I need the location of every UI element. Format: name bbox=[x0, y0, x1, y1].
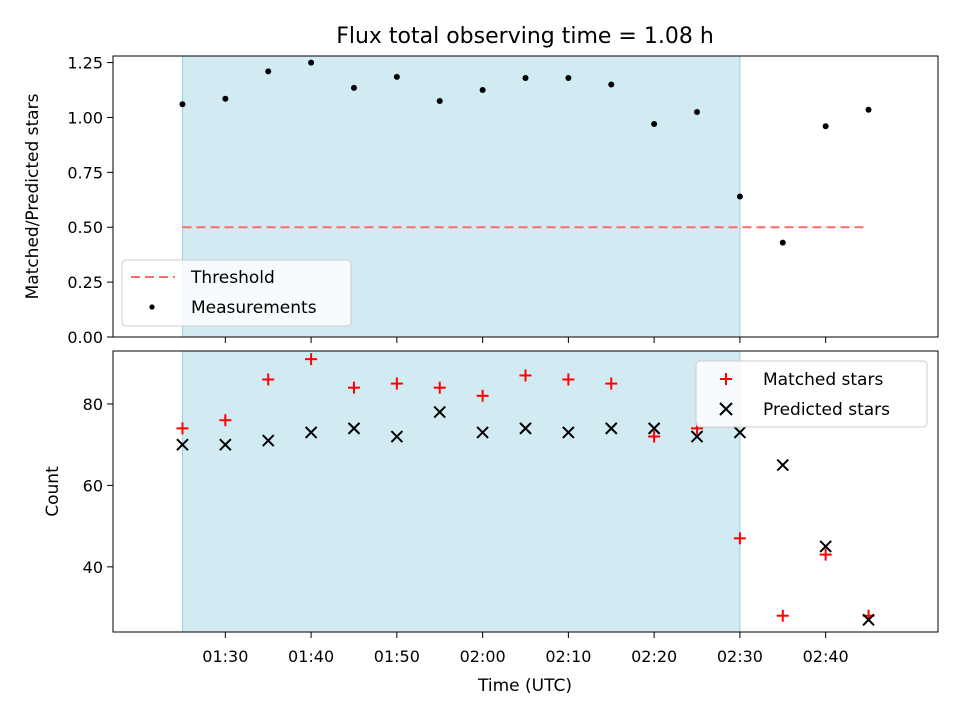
predicted-star-point bbox=[862, 613, 875, 626]
matched-star-point bbox=[819, 548, 832, 561]
count-xtick-label: 02:00 bbox=[460, 647, 506, 666]
legend-matched-swatch bbox=[720, 373, 732, 385]
matched-star-point bbox=[776, 609, 789, 622]
matched-star-point bbox=[476, 389, 489, 402]
ratio-panel: 0.00 0.25 0.50 0.75 1.00 1.25 Matched/Predict… bbox=[23, 54, 939, 347]
ratio-ytick-label: 1.25 bbox=[67, 54, 103, 73]
measurement-points bbox=[179, 59, 872, 246]
x-axis-label: Time (UTC) bbox=[477, 676, 572, 696]
measurement-point bbox=[694, 108, 701, 115]
measurement-point bbox=[522, 74, 529, 81]
measurement-point bbox=[865, 106, 872, 113]
matched-star-point bbox=[648, 430, 661, 443]
count-xtick-label: 01:40 bbox=[288, 647, 334, 666]
count-panel: 40 60 80 01:30 01:40 01:50 02:00 02:10 02:20 02:… bbox=[43, 350, 939, 696]
measurement-point bbox=[479, 87, 486, 94]
count-legend: Matched stars Predicted stars bbox=[695, 360, 928, 428]
ratio-ytick-label: 1.00 bbox=[67, 108, 103, 127]
matched-star-point bbox=[519, 369, 532, 382]
count-span bbox=[181, 350, 741, 633]
predicted-star-point bbox=[733, 426, 747, 439]
ratio-ytick-label: 0.75 bbox=[67, 163, 103, 182]
predicted-star-point bbox=[476, 426, 489, 439]
legend-matched-label: Matched stars bbox=[763, 370, 883, 390]
predicted-star-point bbox=[347, 422, 361, 435]
count-y-ticks: 40 60 80 bbox=[83, 395, 113, 577]
predicted-star-point bbox=[390, 430, 404, 443]
legend-predicted-swatch bbox=[719, 402, 733, 416]
predicted-star-point bbox=[690, 430, 704, 443]
count-x-ticks: 01:30 01:40 01:50 02:00 02:10 02:20 02:30 02:40 bbox=[202, 632, 849, 666]
measurement-point bbox=[736, 193, 743, 200]
count-xtick-label: 02:40 bbox=[803, 647, 849, 666]
matched-star-point bbox=[733, 532, 746, 545]
ratio-x-ticks bbox=[224, 337, 827, 343]
measurement-point bbox=[222, 95, 229, 102]
predicted-star-point bbox=[647, 422, 661, 435]
measurement-point bbox=[436, 98, 443, 105]
predicted-star-point bbox=[262, 434, 275, 447]
predicted-star-point bbox=[519, 422, 532, 435]
matched-star-point bbox=[262, 373, 275, 386]
legend-measurement-label: Measurements bbox=[191, 298, 317, 318]
matched-star-point bbox=[390, 377, 403, 390]
predicted-star-point bbox=[605, 422, 618, 435]
matched-star-point bbox=[433, 381, 446, 394]
matched-star-points bbox=[176, 353, 875, 622]
predicted-star-point bbox=[776, 458, 789, 472]
count-xtick-label: 01:30 bbox=[202, 647, 248, 666]
ratio-ytick-label: 0.00 bbox=[67, 328, 103, 347]
count-y-label: Count bbox=[43, 466, 63, 517]
predicted-star-point bbox=[562, 426, 575, 439]
ratio-axes-frame bbox=[112, 55, 939, 338]
ratio-ytick-label: 0.25 bbox=[67, 273, 103, 292]
legend-measurement-swatch bbox=[149, 304, 155, 310]
measurement-point bbox=[779, 239, 786, 246]
count-axes-frame bbox=[112, 350, 939, 633]
count-legend-box bbox=[695, 360, 928, 428]
count-xtick-label: 02:30 bbox=[717, 647, 763, 666]
predicted-star-point bbox=[176, 438, 189, 451]
matched-star-point bbox=[605, 377, 618, 390]
predicted-star-point bbox=[819, 540, 832, 553]
count-xtick-label: 02:20 bbox=[631, 647, 677, 666]
measurement-point bbox=[651, 121, 658, 128]
ratio-y-ticks: 0.00 0.25 0.50 0.75 1.00 1.25 bbox=[67, 54, 113, 347]
predicted-star-point bbox=[304, 426, 318, 439]
measurement-point bbox=[308, 59, 315, 66]
matched-star-point bbox=[305, 353, 318, 366]
measurement-point bbox=[822, 123, 829, 130]
count-ytick-label: 40 bbox=[83, 558, 103, 577]
legend-predicted-label: Predicted stars bbox=[763, 400, 890, 420]
measurement-point bbox=[393, 73, 400, 80]
predicted-star-points bbox=[176, 405, 875, 626]
matched-star-point bbox=[562, 373, 575, 386]
matched-star-point bbox=[176, 422, 189, 435]
ratio-y-label: Matched/Predicted stars bbox=[23, 93, 43, 299]
predicted-star-point bbox=[219, 438, 232, 451]
legend-threshold-label: Threshold bbox=[190, 268, 275, 288]
matched-star-point bbox=[219, 414, 232, 427]
measurement-point bbox=[265, 68, 272, 75]
ratio-legend-box bbox=[121, 259, 352, 327]
count-xtick-label: 01:50 bbox=[374, 647, 420, 666]
count-ytick-label: 80 bbox=[83, 395, 103, 414]
measurement-point bbox=[179, 101, 186, 108]
ratio-ytick-label: 0.50 bbox=[67, 218, 103, 237]
matched-star-point bbox=[347, 381, 360, 394]
count-xtick-label: 02:10 bbox=[545, 647, 591, 666]
measurement-point bbox=[608, 81, 615, 88]
predicted-star-point bbox=[433, 405, 446, 419]
measurement-point bbox=[350, 84, 357, 91]
ratio-legend: Threshold Measurements bbox=[121, 259, 352, 327]
count-ytick-label: 60 bbox=[83, 476, 103, 495]
chart-title: Flux total observing time = 1.08 h bbox=[336, 24, 714, 49]
measurement-point bbox=[565, 74, 572, 81]
